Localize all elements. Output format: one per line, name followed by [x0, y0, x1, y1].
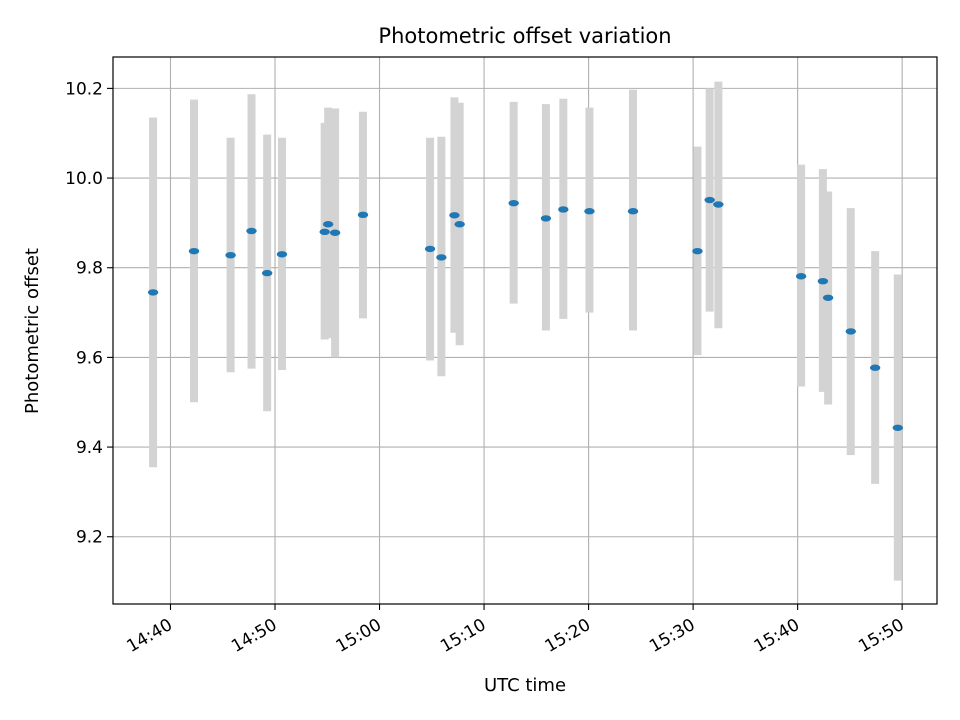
x-tick-label: 15:10 [437, 615, 489, 657]
data-point [869, 364, 881, 371]
y-axis-ticks: 9.2 9.4 9.6 9.8 10.0 10.2 [65, 79, 113, 548]
x-tick-label: 15:40 [751, 615, 803, 657]
x-tick-label: 15:20 [542, 615, 594, 657]
data-point [276, 251, 288, 258]
data-point [246, 227, 257, 235]
y-tick-label: 10.0 [65, 169, 103, 189]
x-tick-label: 14:50 [228, 615, 280, 657]
data-point [147, 289, 159, 296]
data-point [357, 211, 369, 219]
data-point [692, 247, 703, 255]
x-axis-ticks: 14:40 14:50 15:00 15:10 15:20 15:30 15:40 15:50 [124, 604, 908, 657]
data-point [424, 245, 436, 253]
data-points [147, 196, 904, 431]
x-tick-label: 15:00 [333, 615, 385, 657]
plot-frame [112, 56, 938, 605]
data-point [627, 208, 639, 215]
data-point [704, 196, 715, 204]
y-tick-label: 9.6 [76, 348, 103, 368]
data-point [845, 328, 856, 335]
x-axis-label: UTC time [484, 675, 566, 696]
data-point [329, 229, 341, 236]
data-point [508, 199, 519, 207]
data-point [454, 221, 465, 228]
x-tick-label: 15:30 [646, 615, 698, 657]
y-tick-label: 9.8 [76, 259, 103, 279]
data-point [436, 254, 447, 261]
y-tick-label: 9.2 [76, 528, 103, 548]
y-tick-label: 10.2 [65, 79, 103, 99]
data-point [822, 294, 834, 301]
data-point [584, 208, 595, 215]
data-point [188, 247, 200, 255]
data-point [892, 424, 904, 431]
x-tick-label: 14:40 [124, 615, 176, 657]
data-point [322, 221, 334, 228]
data-point [225, 251, 236, 259]
data-point [795, 273, 807, 280]
chart-title: Photometric offset variation [378, 24, 671, 48]
data-point [817, 277, 829, 285]
error-bars [149, 81, 902, 581]
data-point [319, 228, 330, 236]
data-point [713, 201, 724, 208]
data-point [261, 269, 273, 277]
x-tick-label: 15:50 [855, 615, 907, 657]
data-point [449, 212, 460, 219]
data-point [558, 206, 569, 213]
data-point [540, 215, 552, 222]
y-axis-label: Photometric offset [22, 248, 43, 414]
grid [113, 57, 937, 604]
y-tick-label: 9.4 [76, 438, 103, 458]
